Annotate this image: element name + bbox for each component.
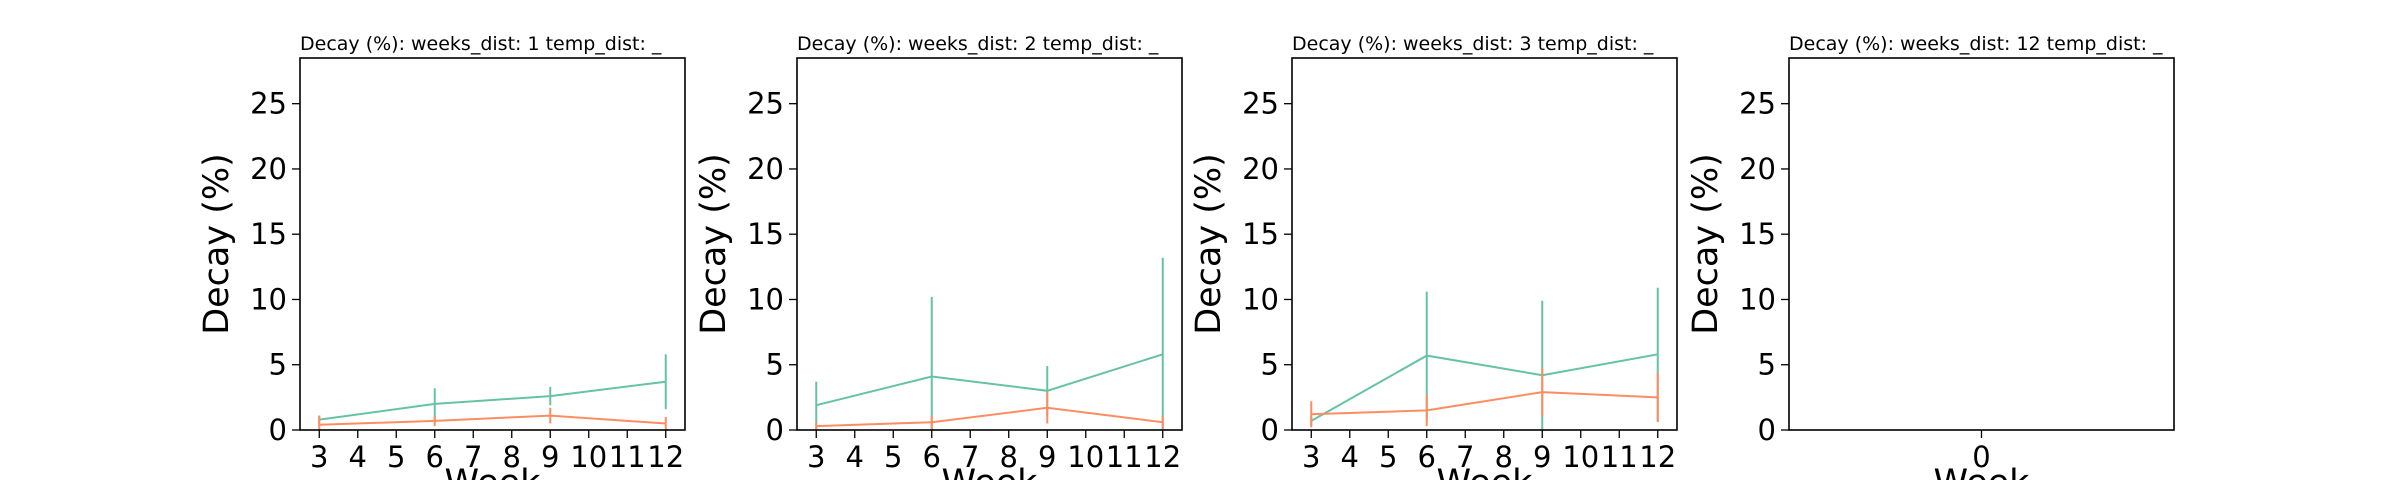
y-tick-label: 15	[1739, 217, 1776, 251]
x-tick-label: 5	[1379, 440, 1397, 474]
x-tick-label: 4	[1341, 440, 1359, 474]
y-axis-label: Decay (%)	[1189, 153, 1229, 335]
x-tick-label: 0	[1972, 440, 1990, 474]
y-tick-label: 15	[1242, 217, 1279, 251]
y-tick-label: 5	[269, 348, 287, 382]
x-tick-label: 11	[609, 440, 646, 474]
y-tick-label: 15	[747, 217, 784, 251]
chart-panel-2: Decay (%): weeks_dist: 2 temp_dist: _ 0 5 1…	[694, 33, 1183, 480]
chart-title: Decay (%): weeks_dist: 3 temp_dist: _	[1292, 33, 1654, 55]
series-line-2	[319, 414, 666, 426]
x-axis-label: Week	[1437, 463, 1534, 480]
y-tick-label: 10	[250, 282, 287, 316]
y-tick-label: 0	[766, 413, 784, 447]
y-tick-label: 20	[1739, 152, 1776, 186]
x-tick-label: 6	[426, 440, 444, 474]
y-axis-label: Decay (%)	[694, 153, 734, 335]
series-line-2	[1311, 391, 1658, 416]
x-tick-label: 3	[1302, 440, 1320, 474]
y-tick-label: 20	[747, 152, 784, 186]
x-tick-label: 7	[961, 440, 979, 474]
x-tick-label: 12	[647, 440, 684, 474]
x-axis-label: Week	[1934, 463, 2031, 480]
x-tick-label: 9	[1533, 440, 1551, 474]
y-tick-label: 5	[1261, 348, 1279, 382]
y-tick-label: 10	[747, 282, 784, 316]
plot-frame	[299, 57, 686, 431]
y-axis-label: Decay (%)	[1686, 153, 1726, 335]
x-tick-label: 12	[1639, 440, 1676, 474]
y-tick-label: 25	[747, 87, 784, 121]
chart-panel-4: Decay (%): weeks_dist: 12 temp_dist: _ 0 5…	[1686, 33, 2175, 480]
x-tick-label: 8	[1000, 440, 1018, 474]
x-tick-label: 8	[1495, 440, 1513, 474]
y-tick-label: 10	[1739, 282, 1776, 316]
x-tick-label: 3	[807, 440, 825, 474]
series-line-1	[1310, 353, 1658, 422]
chart-title: Decay (%): weeks_dist: 1 temp_dist: _	[300, 33, 662, 55]
series-line-2	[816, 406, 1163, 428]
plot-frame	[1788, 57, 2175, 431]
y-tick-label: 0	[269, 413, 287, 447]
x-tick-label: 10	[570, 440, 607, 474]
x-axis-label: Week	[445, 463, 542, 480]
x-tick-label: 8	[503, 440, 521, 474]
series-line-1	[319, 380, 666, 421]
y-axis-label: Decay (%)	[197, 153, 237, 335]
x-tick-label: 5	[387, 440, 405, 474]
x-tick-label: 11	[1106, 440, 1143, 474]
chart-panel-1: Decay (%): weeks_dist: 1 temp_dist: _ 0 5 1…	[197, 33, 686, 480]
y-tick-label: 25	[250, 87, 287, 121]
x-tick-label: 12	[1144, 440, 1181, 474]
x-axis-label: Week	[942, 463, 1039, 480]
y-tick-label: 20	[1242, 152, 1279, 186]
x-tick-label: 11	[1601, 440, 1638, 474]
chart-title: Decay (%): weeks_dist: 12 temp_dist: _	[1789, 33, 2163, 55]
y-tick-label: 0	[1758, 413, 1776, 447]
x-tick-label: 5	[884, 440, 902, 474]
x-tick-label: 9	[541, 440, 559, 474]
x-tick-label: 9	[1038, 440, 1056, 474]
y-tick-label: 20	[250, 152, 287, 186]
y-tick-label: 25	[1739, 87, 1776, 121]
x-tick-label: 4	[349, 440, 367, 474]
x-tick-label: 4	[846, 440, 864, 474]
y-tick-label: 0	[1261, 413, 1279, 447]
x-tick-label: 6	[923, 440, 941, 474]
x-tick-label: 7	[1456, 440, 1474, 474]
x-tick-label: 7	[464, 440, 482, 474]
y-tick-label: 5	[1758, 348, 1776, 382]
x-tick-label: 10	[1562, 440, 1599, 474]
y-tick-label: 15	[250, 217, 287, 251]
chart-panel-3: Decay (%): weeks_dist: 3 temp_dist: _ 0 5 1…	[1189, 33, 1678, 480]
y-tick-label: 25	[1242, 87, 1279, 121]
y-tick-label: 10	[1242, 282, 1279, 316]
x-tick-label: 10	[1067, 440, 1104, 474]
x-tick-label: 3	[310, 440, 328, 474]
series-line-1	[816, 353, 1164, 407]
x-tick-label: 6	[1418, 440, 1436, 474]
y-tick-label: 5	[766, 348, 784, 382]
plot-frame	[1291, 57, 1678, 431]
plot-frame	[796, 57, 1183, 431]
chart-title: Decay (%): weeks_dist: 2 temp_dist: _	[797, 33, 1159, 55]
